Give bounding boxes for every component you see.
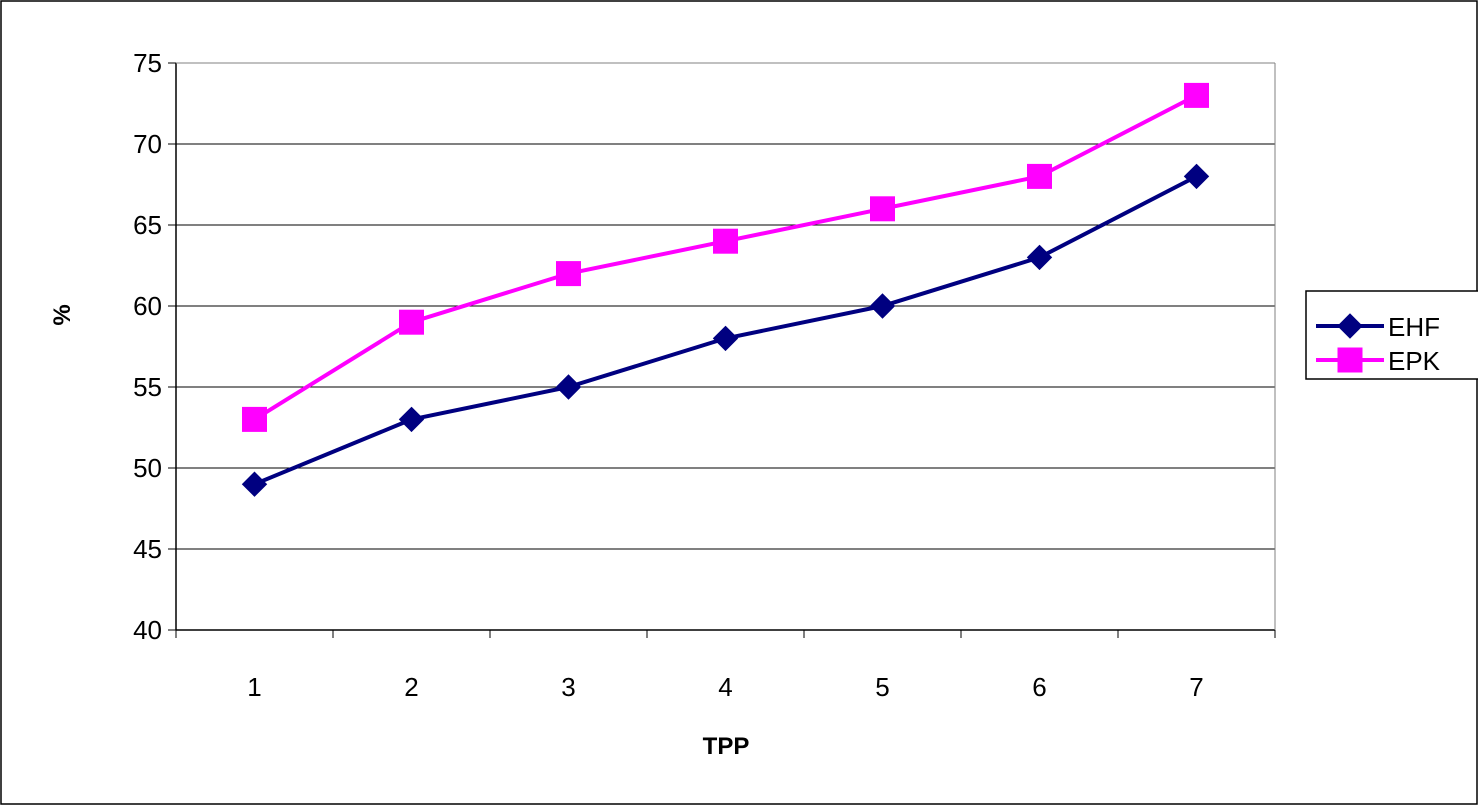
legend-box [1305, 290, 1478, 380]
series-layer [241, 82, 1210, 497]
x-tick-label: 4 [718, 672, 732, 702]
data-point [712, 325, 739, 352]
x-tick-label: 6 [1032, 672, 1046, 702]
data-point [1184, 82, 1209, 108]
legend-item-epk: EPK [1316, 346, 1441, 376]
data-point [242, 406, 267, 432]
data-point [399, 309, 424, 335]
y-tick-label: 75 [133, 48, 162, 78]
legend-label: EPK [1388, 346, 1441, 376]
series-ehf [241, 163, 1210, 497]
data-point [1027, 163, 1052, 189]
series-epk [242, 82, 1209, 432]
x-tick-label: 3 [561, 672, 575, 702]
data-point [1026, 244, 1053, 271]
x-axis-ticks: 1 2 3 4 5 6 7 [175, 630, 1276, 702]
x-tick-label: 5 [875, 672, 889, 702]
legend-marker [1337, 347, 1363, 373]
data-point [398, 406, 425, 433]
y-tick-label: 50 [133, 453, 162, 483]
legend: EHF EPK [1305, 290, 1478, 380]
data-point [556, 261, 581, 287]
data-point [869, 293, 896, 319]
data-point [241, 471, 268, 497]
data-point [555, 374, 582, 400]
x-tick-label: 7 [1189, 672, 1203, 702]
x-tick-label: 2 [404, 672, 418, 702]
y-tick-label: 40 [133, 615, 162, 645]
y-axis-title: % [49, 304, 76, 325]
data-point [1183, 163, 1210, 190]
data-point [713, 228, 738, 254]
legend-label: EHF [1388, 312, 1440, 342]
y-tick-label: 55 [133, 372, 162, 402]
y-tick-label: 70 [133, 129, 162, 159]
x-tick-label: 1 [247, 672, 261, 702]
axes [175, 62, 1276, 631]
y-tick-label: 45 [133, 534, 162, 564]
x-axis-title: TPP [703, 733, 750, 760]
legend-item-ehf: EHF [1316, 312, 1440, 342]
legend-marker [1337, 313, 1363, 339]
data-point [870, 196, 895, 222]
legend-items: EHF EPK [1316, 312, 1441, 376]
y-axis-ticks: 40 45 50 55 60 65 70 75 [133, 48, 176, 645]
y-tick-label: 60 [133, 291, 162, 321]
y-tick-label: 65 [133, 210, 162, 240]
